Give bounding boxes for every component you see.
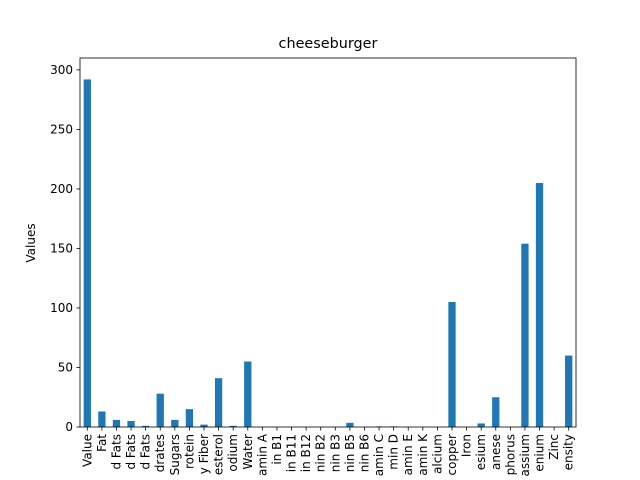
x-tick-label-23: amin K [416, 433, 430, 476]
x-tick-label-20: amin C [372, 434, 386, 476]
x-tick-label-13: in B1 [270, 434, 284, 465]
bar-27 [477, 423, 485, 427]
x-tick-label-0: Value [80, 434, 94, 467]
bar-3 [127, 421, 135, 427]
x-tick-label-24: alcium [430, 434, 444, 474]
axes-frame [79, 57, 577, 428]
x-tick-label-10: odium [226, 434, 240, 472]
bar-31 [535, 182, 544, 427]
bar-18 [346, 422, 354, 427]
bar-4 [142, 425, 150, 427]
x-tick-label-19: nin B6 [357, 434, 371, 472]
x-tick-label-29: phorus [503, 434, 517, 475]
bar-5 [156, 393, 164, 427]
bar-7 [185, 409, 194, 427]
x-tick-label-2: d Fats [109, 434, 123, 470]
bar-28 [492, 397, 500, 427]
x-tick-label-16: nin B2 [314, 434, 328, 472]
x-tick-label-28: anese [489, 434, 503, 470]
x-tick-label-22: amin E [401, 434, 415, 475]
x-tick-label-30: assium [518, 434, 532, 477]
x-tick-label-33: ensity [562, 434, 576, 470]
bar-33 [565, 355, 573, 427]
x-tick-label-26: Iron [460, 434, 474, 457]
y-tick-label-3: 150 [50, 241, 73, 255]
y-tick-label-1: 50 [58, 360, 73, 374]
x-tick-label-4: d Fats [139, 434, 153, 470]
x-tick-label-7: rotein [182, 434, 196, 469]
x-tick-label-1: Fat [95, 434, 109, 452]
y-tick-label-6: 300 [50, 63, 73, 77]
x-tick-label-6: Sugars [168, 434, 182, 475]
y-tick-label-2: 100 [50, 301, 73, 315]
y-axis-label: Values [24, 223, 38, 262]
y-tick-label-4: 200 [50, 182, 73, 196]
y-tick-label-0: 0 [65, 420, 73, 434]
y-tick-label-5: 250 [50, 122, 73, 136]
x-tick-label-21: min D [387, 434, 401, 470]
bar-2 [112, 419, 121, 427]
x-tick-label-12: amin A [255, 433, 269, 476]
x-tick-label-15: in B12 [299, 434, 313, 472]
bar-10 [229, 425, 237, 427]
x-tick-label-14: in B11 [285, 434, 299, 472]
bar-30 [521, 243, 529, 427]
bar-25 [448, 302, 456, 427]
bar-9 [214, 378, 223, 427]
x-tick-label-27: esium [474, 434, 488, 470]
bar-1 [98, 411, 106, 427]
x-tick-label-32: Zinc [547, 434, 561, 460]
x-tick-label-17: nin B3 [328, 434, 342, 472]
x-tick-label-25: copper [445, 434, 459, 476]
bar-8 [200, 424, 208, 427]
bar-0 [83, 79, 91, 428]
bar-6 [171, 419, 179, 427]
chart-title: cheeseburger [279, 36, 378, 52]
x-tick-label-11: Water [241, 434, 255, 470]
x-tick-label-5: drates [153, 434, 167, 472]
x-tick-label-9: esterol [212, 434, 226, 475]
x-tick-label-31: enium [533, 434, 547, 472]
x-tick-label-3: d Fats [124, 434, 138, 470]
x-tick-label-18: nin B5 [343, 434, 357, 472]
bar-11 [244, 361, 252, 427]
x-tick-label-8: y Fiber [197, 434, 211, 474]
